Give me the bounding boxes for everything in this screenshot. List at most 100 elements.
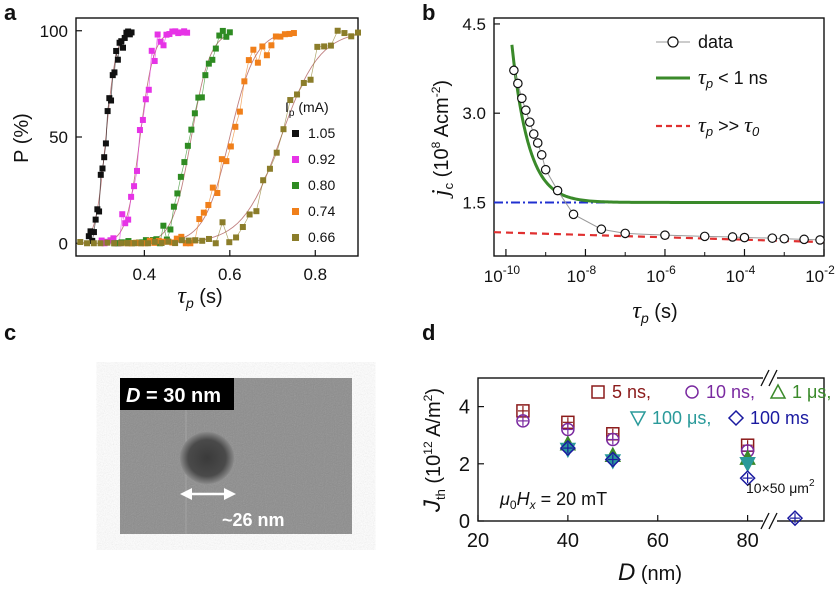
panel-a-point-1.05: [120, 44, 126, 51]
panel-a-point-0.66: [226, 239, 233, 246]
panel-a-point-0.66: [172, 240, 179, 247]
panel-a-point-1.05: [121, 34, 128, 41]
panel-a-point-0.80: [223, 33, 230, 40]
panel-d-point-triangle-down: [739, 457, 756, 473]
panel-a-point-0.74: [286, 30, 293, 37]
panel-a-point-0.66: [314, 43, 321, 50]
panel-a-point-0.80: [177, 173, 184, 180]
panel-b-data-point: [699, 231, 710, 242]
panel-a-point-0.80: [202, 72, 209, 79]
panel-a-point-0.66: [233, 234, 240, 241]
panel-a-xtick-label: 0.8: [303, 265, 327, 284]
panel-a-point-0.66: [185, 237, 192, 244]
panel-a-point-0.74: [272, 33, 279, 40]
panel-a-point-1.05: [101, 154, 108, 161]
panel-a-point-0.66: [158, 240, 165, 247]
panel-a-point-0.80: [184, 142, 191, 149]
panel-a-point-0.66: [90, 240, 97, 247]
panel-a-point-0.80: [170, 203, 177, 210]
panel-a-point-1.05: [87, 228, 94, 235]
panel-a-point-0.92: [128, 193, 135, 200]
panel-b-data-point: [620, 228, 631, 239]
panel-a-point-0.66: [165, 238, 172, 245]
panel-label-a: a: [4, 0, 17, 25]
panel-a-point-1.05: [118, 38, 125, 45]
panel-a-point-0.66: [104, 239, 111, 246]
panel-d-annotation: μ0Hx = 20 mT: [499, 489, 607, 512]
panel-a-point-0.66: [341, 30, 348, 37]
panel-a-point-0.66: [239, 224, 246, 231]
panel-a-point-0.66: [294, 91, 301, 98]
panel-a-point-0.74: [268, 42, 275, 49]
panel-a-point-0.66: [205, 235, 212, 242]
panel-a-point-0.80: [142, 237, 149, 244]
panel-b-ytick-label: 3.0: [462, 104, 486, 123]
panel-d-point-diamond: [559, 440, 576, 457]
panel-d-xlabel: D (nm): [618, 559, 682, 586]
panel-a-point-0.74: [259, 43, 266, 50]
panel-b-xtick-label: 10-4: [726, 263, 756, 286]
panel-a-point-0.80: [188, 126, 195, 133]
panel-a-legend-label-0.74: 0.74: [308, 203, 335, 219]
panel-a-point-0.66: [77, 239, 84, 246]
panel-a-point-0.92: [139, 116, 146, 123]
panel-a-point-1.05: [85, 233, 92, 240]
panel-a-point-0.66: [321, 43, 328, 50]
panel-d-xtick-label: 40: [557, 530, 579, 552]
panel-label-c: c: [4, 320, 16, 345]
panel-b-data-point: [532, 138, 543, 148]
panel-a-point-0.80: [167, 226, 174, 233]
panel-a-legend-marker-0.80: [292, 182, 299, 189]
panel-d-legend-label-circle: 10 ns,: [706, 382, 755, 402]
panel-a-point-0.74: [178, 233, 185, 240]
panel-d-ytick-label: 4: [459, 397, 470, 419]
panel-a-point-0.66: [124, 240, 131, 247]
panel-b-ytick-label: 1.5: [462, 193, 486, 212]
panel-a-point-0.74: [232, 123, 239, 130]
panel-a-point-0.80: [191, 110, 198, 117]
panel-a-point-0.92: [131, 183, 138, 190]
panel-b-data-point: [815, 235, 825, 245]
panel-b-data-point: [509, 65, 519, 76]
panel-a-point-0.74: [254, 59, 261, 66]
panel-d-xtick-label: 60: [647, 530, 669, 552]
panel-d-point-diamond: [786, 510, 804, 527]
panel-a-point-1.05: [90, 229, 97, 236]
panel-b-xtick-label: 10-2: [805, 263, 835, 286]
panel-a-point-0.74: [209, 184, 216, 191]
legend-red-label: τp >> τ0: [698, 112, 760, 139]
panel-a-point-0.92: [142, 96, 149, 103]
panel-b-xlabel: τp (s): [632, 298, 677, 326]
panel-b-data-point: [528, 129, 539, 139]
panel-a-point-1.05: [104, 108, 111, 115]
legend-green-label: τp < 1 ns: [698, 64, 768, 91]
panel-d-legend-marker-diamond: [727, 409, 745, 427]
panel-d-point-diamond: [604, 451, 621, 468]
panel-a-point-0.80: [195, 94, 202, 101]
panel-a-xtick-label: 0.6: [218, 265, 242, 284]
panel-a-point-1.05: [99, 165, 106, 172]
panel-a-point-0.66: [145, 240, 152, 247]
axis-break-top-2: [768, 369, 778, 387]
panel-a-ytick-label: 50: [49, 128, 68, 147]
panel-a-point-0.92: [151, 58, 158, 65]
panel-b-ytick-label: 4.5: [462, 15, 486, 34]
panel-a-point-0.66: [287, 97, 294, 104]
panel-d-legend-label-square: 5 ns,: [612, 382, 651, 402]
panel-a-point-0.66: [253, 208, 260, 215]
panel-a-point-0.74: [214, 190, 221, 197]
panel-a-point-0.80: [219, 27, 226, 34]
panel-d-ytick-label: 2: [459, 454, 470, 476]
panel-a-point-0.80: [205, 60, 212, 67]
panel-d-ytick-label: 0: [459, 511, 470, 533]
panel-a-legend-title: Ip (mA): [285, 99, 329, 119]
sem-dot: [180, 432, 234, 484]
panel-a-point-1.05: [128, 29, 135, 36]
panel-a-legend-marker-0.92: [292, 156, 299, 163]
panel-b-data-point: [540, 164, 551, 175]
panel-a-point-0.80: [209, 56, 216, 63]
panel-a-point-0.66: [131, 240, 138, 247]
panel-a-point-0.74: [263, 52, 270, 59]
